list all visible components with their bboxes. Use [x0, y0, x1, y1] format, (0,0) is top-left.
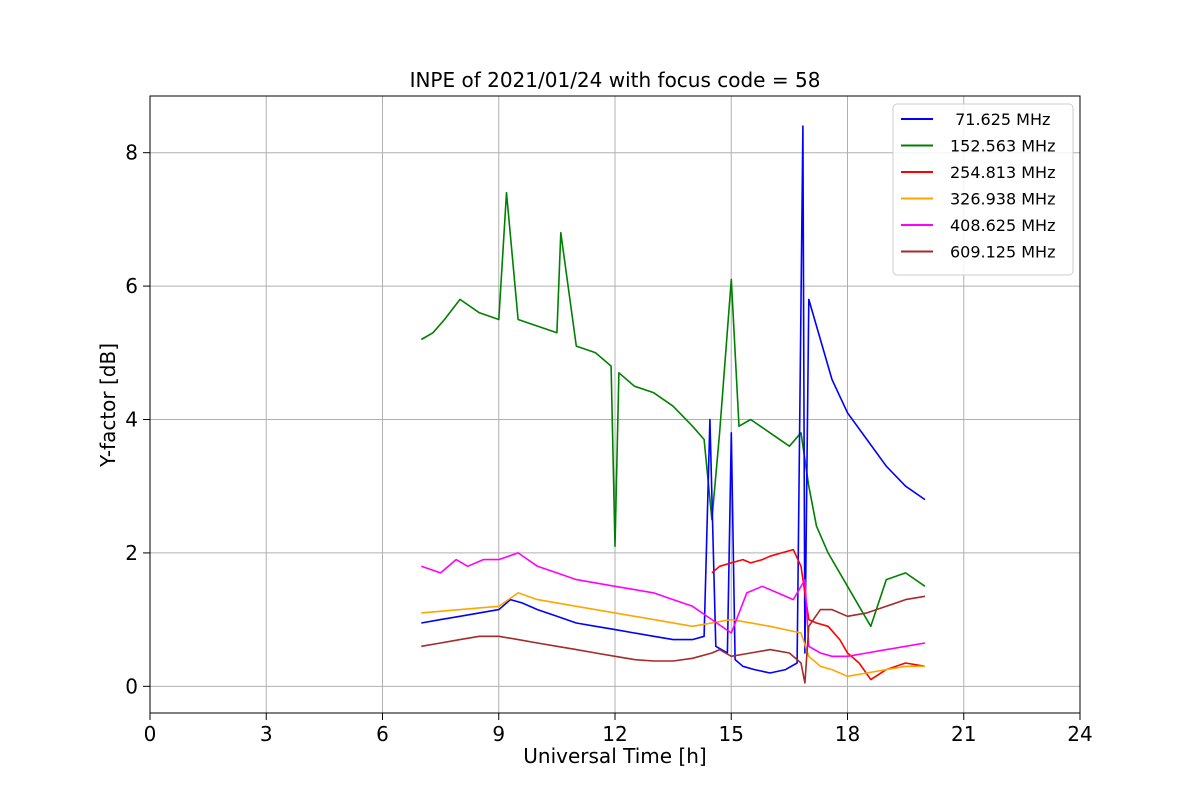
x-tick-label: 9 — [492, 722, 505, 746]
chart-title: INPE of 2021/01/24 with focus code = 58 — [410, 68, 821, 92]
plot-series — [420, 125, 926, 684]
series-line-2 — [711, 548, 926, 681]
x-tick-label: 6 — [376, 722, 389, 746]
series-line-0 — [421, 125, 926, 674]
x-tick-label: 3 — [260, 722, 273, 746]
y-tick-label: 6 — [125, 274, 138, 298]
legend-label: 71.625 MHz — [950, 110, 1050, 129]
series-line-3 — [421, 592, 925, 678]
legend-label: 152.563 MHz — [950, 137, 1055, 156]
x-axis-ticks: 0 3 6 9 12 15 18 21 24 — [144, 713, 1093, 746]
series-line-4 — [421, 552, 926, 658]
y-axis-label: Y-factor [dB] — [96, 343, 120, 468]
legend-label: 326.938 MHz — [950, 190, 1055, 209]
legend-label: 408.625 MHz — [950, 216, 1055, 235]
x-tick-label: 0 — [144, 722, 157, 746]
legend: 71.625 MHz 152.563 MHz 254.813 MHz 326.938 … — [892, 103, 1074, 276]
x-tick-label: 21 — [951, 722, 976, 746]
x-tick-label: 12 — [602, 722, 627, 746]
y-tick-label: 4 — [125, 408, 138, 432]
series-line-1 — [420, 191, 926, 628]
x-axis-label: Universal Time [h] — [523, 744, 706, 768]
y-tick-label: 0 — [125, 674, 138, 698]
y-axis-ticks: 0 2 4 6 8 — [125, 141, 150, 698]
x-tick-label: 24 — [1067, 722, 1092, 746]
legend-label: 609.125 MHz — [950, 243, 1055, 262]
y-tick-label: 8 — [125, 141, 138, 165]
legend-box — [892, 103, 1074, 276]
series-line-5 — [421, 595, 926, 684]
legend-label: 254.813 MHz — [950, 163, 1055, 182]
x-tick-label: 15 — [719, 722, 744, 746]
y-tick-label: 2 — [125, 541, 138, 565]
x-tick-label: 18 — [835, 722, 860, 746]
